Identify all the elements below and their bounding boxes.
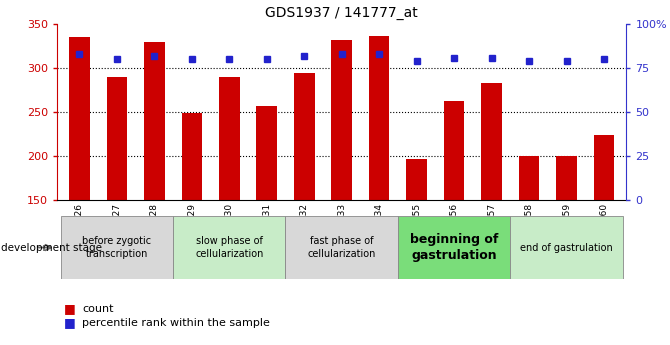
Text: count: count bbox=[82, 304, 114, 314]
Bar bbox=[257, 106, 277, 200]
Text: percentile rank within the sample: percentile rank within the sample bbox=[82, 318, 270, 327]
Text: fast phase of
cellularization: fast phase of cellularization bbox=[308, 236, 376, 259]
Bar bbox=[107, 77, 127, 200]
Bar bbox=[173, 216, 285, 279]
Bar bbox=[594, 135, 614, 200]
Bar bbox=[511, 216, 622, 279]
Bar bbox=[144, 42, 165, 200]
Bar bbox=[294, 72, 314, 200]
Bar bbox=[332, 40, 352, 200]
Text: before zygotic
transcription: before zygotic transcription bbox=[82, 236, 151, 259]
Bar bbox=[61, 216, 173, 279]
Bar bbox=[519, 156, 539, 200]
Bar bbox=[556, 156, 577, 200]
Bar bbox=[398, 216, 511, 279]
Text: beginning of
gastrulation: beginning of gastrulation bbox=[410, 233, 498, 262]
Text: ■: ■ bbox=[64, 316, 76, 329]
Text: ■: ■ bbox=[64, 302, 76, 315]
Bar bbox=[406, 159, 427, 200]
Text: slow phase of
cellularization: slow phase of cellularization bbox=[195, 236, 263, 259]
Bar bbox=[182, 113, 202, 200]
Title: GDS1937 / 141777_at: GDS1937 / 141777_at bbox=[265, 6, 418, 20]
Bar bbox=[369, 36, 389, 200]
Text: development stage: development stage bbox=[1, 243, 102, 253]
Bar bbox=[481, 83, 502, 200]
Bar bbox=[285, 216, 398, 279]
Bar bbox=[219, 77, 240, 200]
Bar bbox=[444, 101, 464, 200]
Bar bbox=[69, 37, 90, 200]
Text: end of gastrulation: end of gastrulation bbox=[520, 243, 613, 253]
